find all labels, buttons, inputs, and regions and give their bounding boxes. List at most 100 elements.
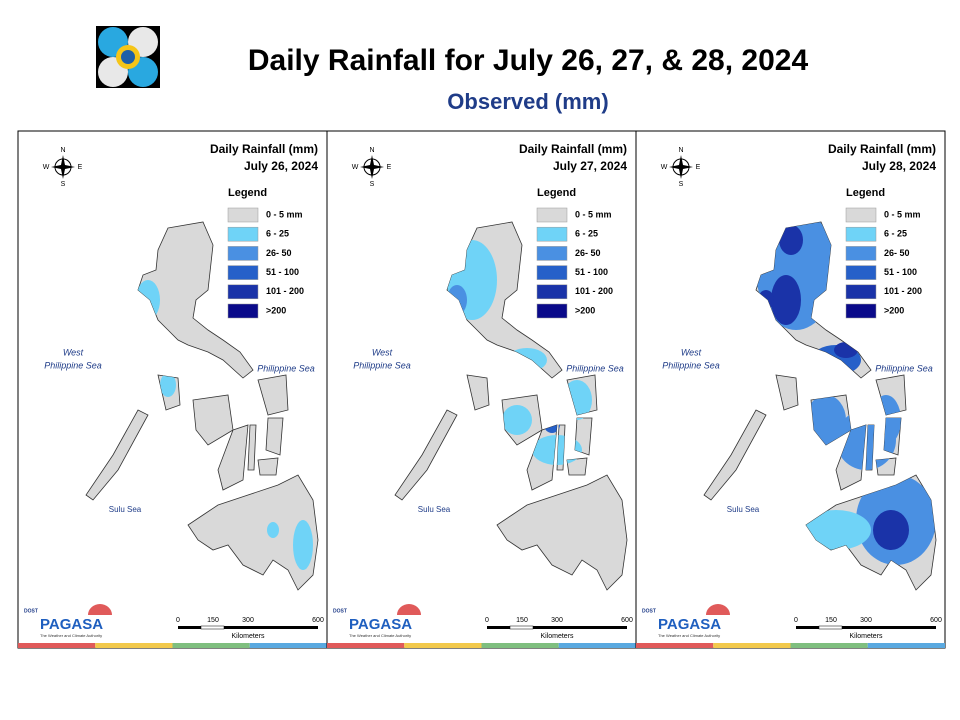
scale-label: 600 xyxy=(621,617,633,624)
compass-letter: W xyxy=(352,164,359,171)
rain-area xyxy=(806,395,846,445)
compass-letter: E xyxy=(387,164,392,171)
color-strip xyxy=(713,643,791,648)
panel-title: Daily Rainfall (mm) xyxy=(828,142,936,156)
color-strip xyxy=(558,643,636,648)
scale-label: 150 xyxy=(825,617,837,624)
logo-tagline: The Weather and Climate Authority xyxy=(658,633,720,638)
legend-swatch xyxy=(845,265,877,280)
compass-letter: E xyxy=(78,164,83,171)
color-strip xyxy=(636,643,714,648)
legend-label: 0 - 5 mm xyxy=(575,209,612,219)
scale-bar-seg xyxy=(200,625,225,630)
compass-letter: S xyxy=(679,181,684,188)
color-strip xyxy=(327,643,405,648)
map-panel: Daily Rainfall (mm) July 27, 2024 N W E S Lege… xyxy=(326,130,637,649)
sea-label: Philippine Sea xyxy=(566,363,624,373)
rain-area xyxy=(502,405,532,435)
legend-label: 6 - 25 xyxy=(575,229,598,239)
header-logo xyxy=(96,26,160,88)
logo-name: PAGASA xyxy=(40,616,103,633)
legend-label: 0 - 5 mm xyxy=(884,209,921,219)
sea-label: Philippine Sea xyxy=(875,363,933,373)
legend-label: 26- 50 xyxy=(575,248,601,258)
legend-label: 0 - 5 mm xyxy=(266,209,303,219)
color-strip xyxy=(404,643,482,648)
color-strip xyxy=(249,643,327,648)
logo-tagline: The Weather and Climate Authority xyxy=(349,633,411,638)
rain-area xyxy=(160,373,176,397)
legend-swatch xyxy=(536,265,568,280)
legend-label: 26- 50 xyxy=(266,248,292,258)
compass-letter: N xyxy=(60,147,65,154)
legend-swatch xyxy=(536,303,568,319)
scale-unit: Kilometers xyxy=(231,633,265,640)
legend-label: >200 xyxy=(266,305,286,315)
legend-label: 101 - 200 xyxy=(266,286,304,296)
logo-name: PAGASA xyxy=(658,616,721,633)
sea-label: Sulu Sea xyxy=(418,505,451,514)
legend-swatch xyxy=(845,226,877,242)
color-strip xyxy=(481,643,559,648)
legend-swatch xyxy=(845,246,877,261)
land xyxy=(85,221,319,591)
legend-label: 26- 50 xyxy=(884,248,910,258)
panel-date: July 28, 2024 xyxy=(862,159,936,173)
compass-letter: W xyxy=(661,164,668,171)
legend-swatch xyxy=(227,226,259,242)
legend-label: 6 - 25 xyxy=(884,229,907,239)
compass-letter: S xyxy=(61,181,66,188)
scale-bar xyxy=(487,626,627,629)
logo-umbrella xyxy=(397,604,421,615)
legend-swatch xyxy=(845,303,877,319)
subtitle: Observed (mm) xyxy=(447,89,608,114)
scale-label: 150 xyxy=(207,617,219,624)
panel-title: Daily Rainfall (mm) xyxy=(519,142,627,156)
sea-label: Sulu Sea xyxy=(727,505,760,514)
legend-label: >200 xyxy=(884,305,904,315)
logo-agency: DOST xyxy=(333,608,347,614)
legend-title: Legend xyxy=(228,187,267,199)
compass-letter: N xyxy=(678,147,683,154)
legend-title: Legend xyxy=(537,187,576,199)
compass-star xyxy=(360,155,384,179)
legend-swatch xyxy=(227,284,259,300)
scale-unit: Kilometers xyxy=(540,633,574,640)
legend-swatch xyxy=(536,207,568,223)
rain-area xyxy=(267,522,279,538)
legend-swatch xyxy=(227,246,259,261)
scale-label: 300 xyxy=(860,617,872,624)
compass-star xyxy=(51,155,75,179)
scale-label: 0 xyxy=(794,617,798,624)
legend-swatch xyxy=(536,246,568,261)
logo-agency: DOST xyxy=(24,608,38,614)
scale-bar-seg xyxy=(818,625,843,630)
sea-label: Sulu Sea xyxy=(109,505,142,514)
scale-unit: Kilometers xyxy=(849,633,883,640)
sea-label: Philippine Sea xyxy=(662,360,720,370)
rain-area xyxy=(801,510,871,550)
scale-bar xyxy=(178,626,318,629)
scale-label: 150 xyxy=(516,617,528,624)
scale-label: 300 xyxy=(551,617,563,624)
compass-letter: N xyxy=(369,147,374,154)
scale-label: 300 xyxy=(242,617,254,624)
scale-label: 0 xyxy=(176,617,180,624)
legend-label: 51 - 100 xyxy=(884,267,917,277)
sea-label: West xyxy=(372,347,393,357)
compass-letter: E xyxy=(696,164,701,171)
color-strip xyxy=(172,643,250,648)
sea-label: West xyxy=(681,347,702,357)
legend-label: 101 - 200 xyxy=(884,286,922,296)
logo-agency: DOST xyxy=(642,608,656,614)
map-panel: Daily Rainfall (mm) July 28, 2024 N W E S Lege… xyxy=(635,130,946,649)
legend-swatch xyxy=(845,284,877,300)
rain-area xyxy=(771,275,801,325)
sea-label: Philippine Sea xyxy=(353,360,411,370)
color-strip xyxy=(790,643,868,648)
color-strip xyxy=(18,643,96,648)
sea-label: West xyxy=(63,347,84,357)
legend-swatch xyxy=(227,265,259,280)
legend-label: 51 - 100 xyxy=(575,267,608,277)
